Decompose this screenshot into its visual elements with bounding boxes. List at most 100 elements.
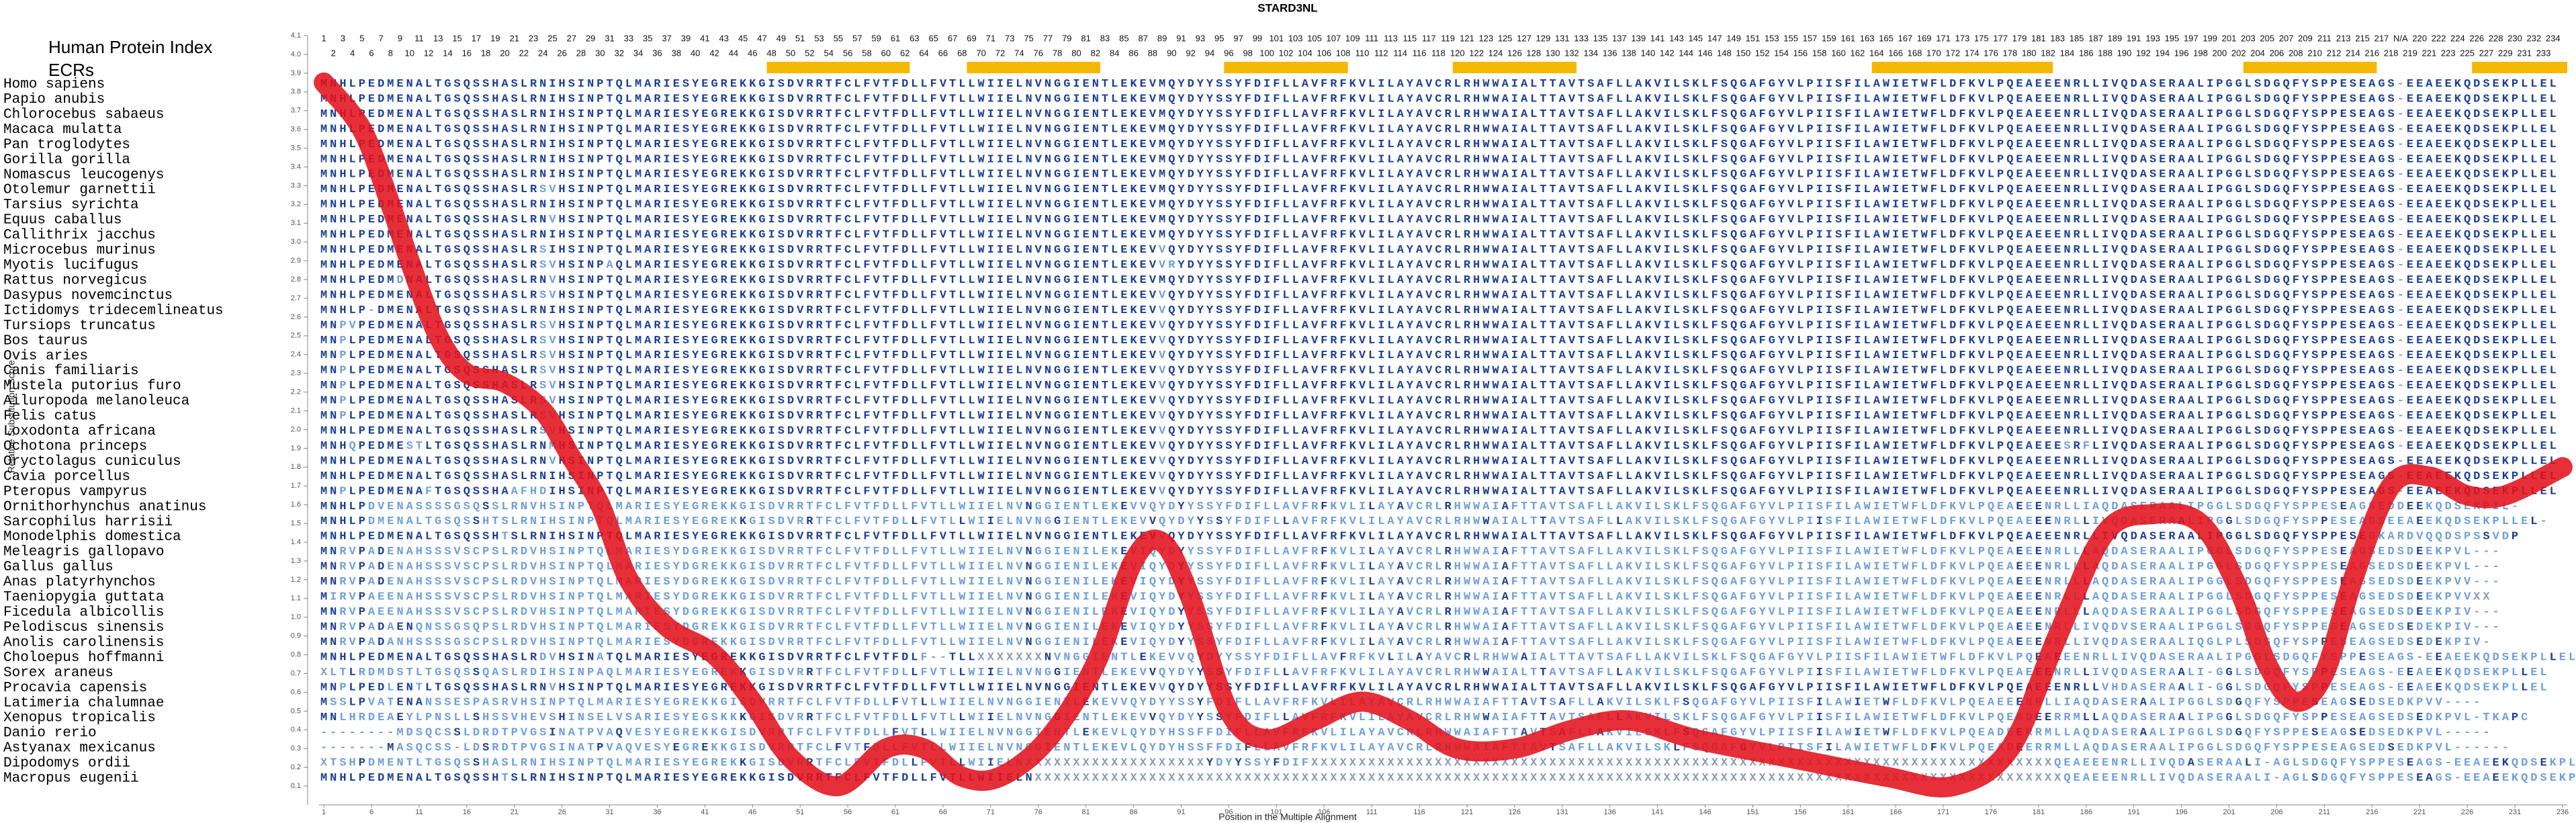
- x-tick-label: 111: [1366, 808, 1378, 816]
- human-index-label: 172: [1945, 48, 1960, 58]
- human-index-label: 1: [321, 33, 326, 43]
- human-index-label: 88: [1148, 48, 1157, 58]
- human-index-label: 27: [567, 33, 576, 43]
- human-index-label: 148: [1717, 48, 1732, 58]
- human-index-label: 109: [1345, 33, 1360, 43]
- human-index-label: 57: [852, 33, 862, 43]
- human-index-label: 112: [1374, 48, 1388, 58]
- human-index-label: 217: [2374, 33, 2389, 43]
- human-index-label: 194: [2155, 48, 2170, 58]
- x-tick-label: 171: [1937, 808, 1949, 816]
- human-index-label: 193: [2145, 33, 2160, 43]
- human-index-label: 143: [1669, 33, 1684, 43]
- x-tick-label: 191: [2128, 808, 2140, 816]
- y-tick-label: 2.1: [291, 406, 301, 415]
- human-index-label: 56: [843, 48, 852, 58]
- human-index-label: 69: [967, 33, 976, 43]
- human-index-label: 212: [2327, 48, 2342, 58]
- y-tick-label: 0.3: [291, 744, 301, 752]
- human-index-label: 153: [1765, 33, 1779, 43]
- human-index-label: 84: [1110, 48, 1119, 58]
- human-index-label: 140: [1641, 48, 1656, 58]
- human-index-label: 16: [462, 48, 472, 58]
- human-index-label: 93: [1196, 33, 1205, 43]
- human-index-label: 169: [1917, 33, 1932, 43]
- y-tick-label: 0.4: [291, 726, 301, 734]
- human-index-label: 72: [995, 48, 1005, 58]
- species-name: Nomascus leucogenys: [3, 167, 164, 183]
- human-index-label: 117: [1422, 33, 1436, 43]
- y-tick-label: 1.1: [291, 595, 301, 603]
- human-index-label: 73: [1005, 33, 1014, 43]
- human-index-label: 18: [481, 48, 490, 58]
- human-index-label: 177: [1993, 33, 2008, 43]
- human-index-label: 104: [1298, 48, 1313, 58]
- species-name: Taeniopygia guttata: [3, 590, 164, 605]
- species-name: Monodelphis domestica: [3, 529, 181, 545]
- x-tick-label: 21: [510, 808, 519, 816]
- human-index-label: 213: [2336, 33, 2351, 43]
- y-tick-label: 2.6: [291, 313, 301, 321]
- human-index-label: 114: [1393, 48, 1407, 58]
- human-index-label: N/A: [2393, 33, 2408, 43]
- y-tick-label: 4.1: [291, 32, 301, 40]
- human-index-label: 168: [1908, 48, 1922, 58]
- ecr-bar: [766, 62, 910, 73]
- human-index-label: 215: [2355, 33, 2370, 43]
- x-tick-label: 31: [605, 808, 613, 816]
- x-tick-label: 181: [2033, 808, 2045, 816]
- species-name: Gallus gallus: [3, 560, 114, 575]
- human-index-label: 92: [1186, 48, 1195, 58]
- x-tick-label: 176: [1985, 808, 1997, 816]
- species-name: Procavia capensis: [3, 681, 147, 696]
- human-index-label: 204: [2250, 48, 2265, 58]
- x-tick-label: 216: [2366, 808, 2378, 816]
- species-name: Macaca mulatta: [3, 122, 122, 138]
- human-index-label: 6: [369, 48, 373, 58]
- ecr-bar: [1224, 62, 1348, 73]
- x-tick-label: 1: [322, 808, 326, 816]
- human-index-label: 232: [2527, 33, 2542, 43]
- human-index-label: 184: [2060, 48, 2075, 58]
- y-tick-label: 2.2: [291, 388, 301, 396]
- human-index-label: 200: [2212, 48, 2227, 58]
- human-index-label: 170: [1926, 48, 1941, 58]
- y-tick-label: 2.5: [291, 332, 301, 340]
- human-index-label: 49: [776, 33, 786, 43]
- human-index-label: 154: [1774, 48, 1789, 58]
- species-name: Dipodomys ordii: [3, 756, 130, 771]
- x-tick-label: 101: [1270, 808, 1282, 816]
- human-index-label: 67: [948, 33, 957, 43]
- y-tick-label: 3.5: [291, 144, 301, 152]
- x-tick-label: 201: [2223, 808, 2235, 816]
- x-tick-label: 91: [1177, 808, 1185, 816]
- species-name: Danio rerio: [3, 726, 97, 741]
- human-index-label: 196: [2174, 48, 2189, 58]
- human-index-label: 105: [1307, 33, 1322, 43]
- species-name: Canis familiaris: [3, 363, 139, 379]
- human-index-label: 159: [1822, 33, 1836, 43]
- human-index-label: 94: [1205, 48, 1214, 58]
- species-name: Otolemur garnettii: [3, 183, 156, 198]
- human-index-label: 129: [1536, 33, 1551, 43]
- human-index-label: 35: [643, 33, 652, 43]
- human-index-label: 181: [2031, 33, 2046, 43]
- human-index-label: 31: [605, 33, 614, 43]
- y-tick-label: 1.3: [291, 557, 301, 565]
- species-name: Ovis aries: [3, 349, 88, 364]
- ecr-label: ECRs: [48, 60, 94, 80]
- human-index-label: 178: [2002, 48, 2017, 58]
- y-tick-label: 2.4: [291, 351, 301, 359]
- human-index-label: 108: [1336, 48, 1351, 58]
- x-tick-label: 61: [891, 808, 899, 816]
